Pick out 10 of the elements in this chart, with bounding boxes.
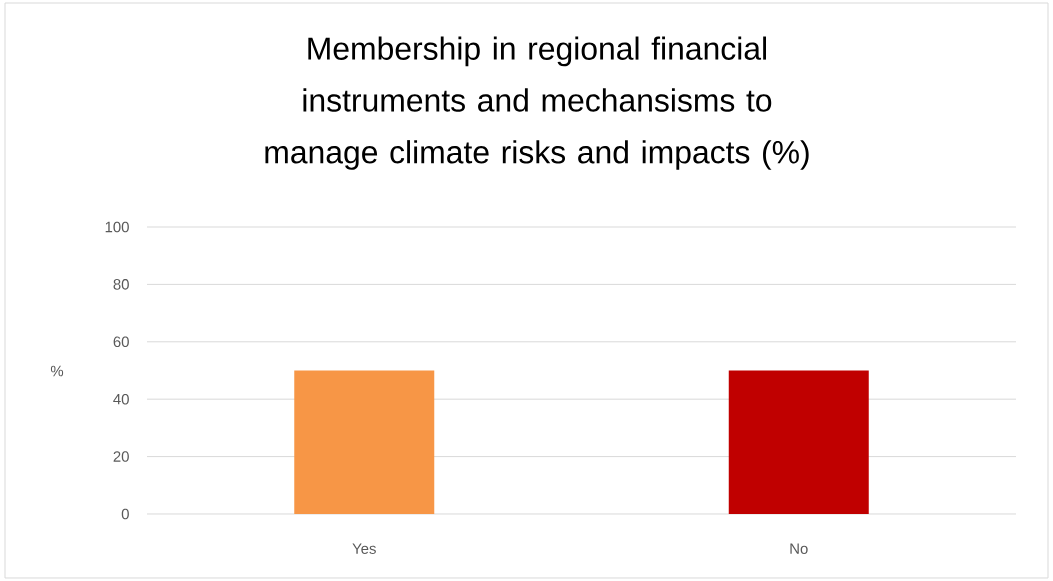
x-tick-label: Yes [352, 543, 376, 554]
y-axis-title: % [50, 365, 64, 377]
chart-title: Membership in regional financial instruments and mechansisms to manage climate risks and impacts (%) [265, 36, 809, 170]
y-tick-label: 60 [113, 336, 129, 348]
y-tick-label: 80 [113, 279, 129, 290]
y-tick-label: 20 [113, 451, 129, 462]
y-tick-label: 100 [105, 221, 129, 233]
y-tick-label: 0 [121, 508, 129, 520]
x-tick-label: No [790, 543, 808, 554]
y-tick-label: 40 [113, 393, 129, 405]
